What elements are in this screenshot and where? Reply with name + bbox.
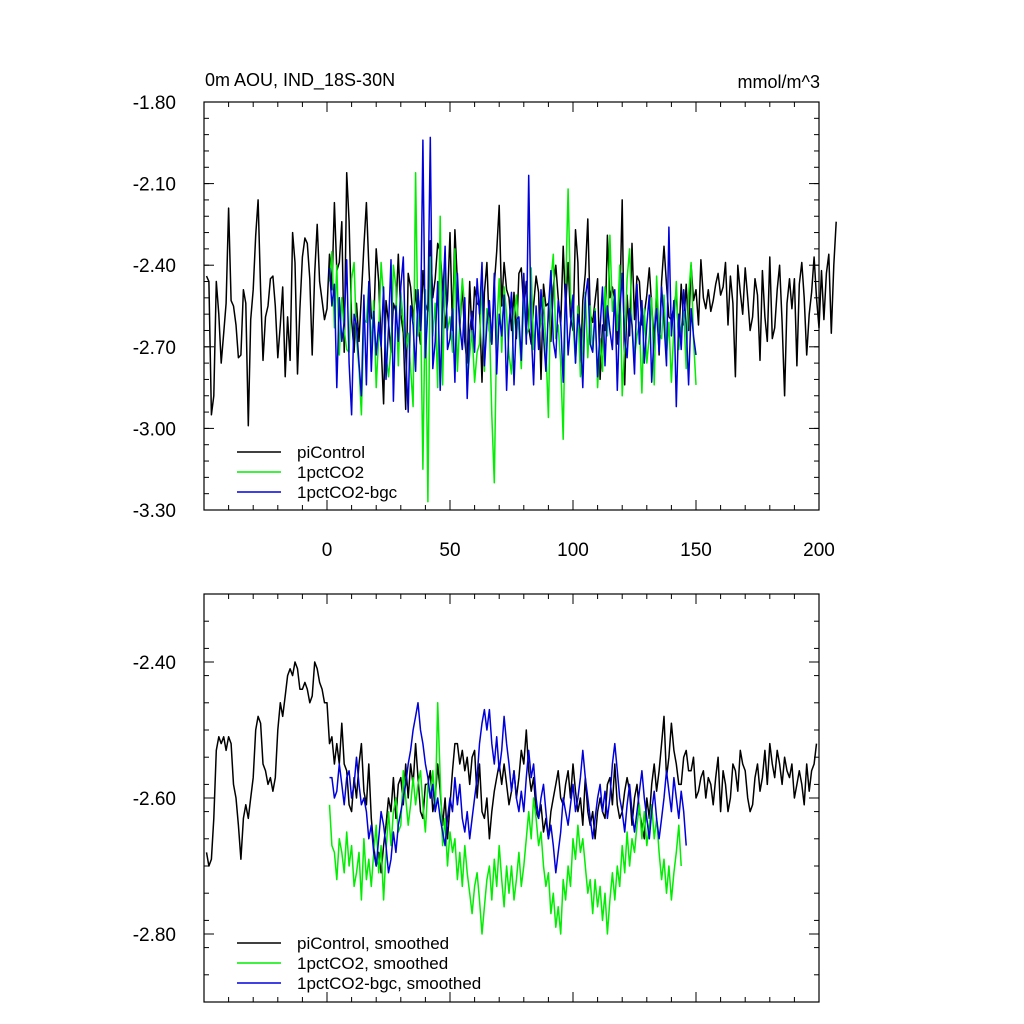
panel-title: 0m AOU, IND_18S-30N xyxy=(205,70,395,91)
bottom-legend-label-1: piControl, smoothed xyxy=(297,934,449,953)
top-y-tick-label: -1.80 xyxy=(133,93,176,114)
bottom-series-line-2 xyxy=(328,702,682,935)
bottom-ticks-group: -2.80 -2.60 -2.40 xyxy=(133,593,820,1003)
top-series-group xyxy=(205,136,837,503)
bottom-legend-label-3: 1pctCO2-bgc, smoothed xyxy=(297,974,481,993)
top-y-tick-label: -3.30 xyxy=(133,501,176,522)
units-label: mmol/m^3 xyxy=(738,72,820,92)
top-panel: 0m AOU, IND_18S-30N mmol/m^3 0 50 100 150 20… xyxy=(133,70,837,561)
top-legend-label-3: 1pctCO2-bgc xyxy=(297,483,398,502)
bottom-panel: -2.80-2.60-2.40 piControl, smoothed1pctC… xyxy=(133,593,820,1003)
bottom-y-tick-label: -2.60 xyxy=(133,789,176,810)
bottom-series-line-3 xyxy=(329,702,687,874)
bottom-y-tick-label: -2.80 xyxy=(133,925,176,946)
top-x-tick-label: 0 xyxy=(322,540,333,561)
top-series-line-1 xyxy=(205,171,837,427)
top-x-tick-label: 150 xyxy=(680,540,712,561)
top-legend-label-2: 1pctCO2 xyxy=(297,463,364,482)
bottom-series-group xyxy=(205,661,818,935)
top-y-tick-label: -2.10 xyxy=(133,175,176,196)
bottom-legend-label-2: 1pctCO2, smoothed xyxy=(297,954,448,973)
top-x-tick-label: 50 xyxy=(439,540,460,561)
top-series-line-3 xyxy=(328,136,697,416)
bottom-y-tick-label: -2.40 xyxy=(133,653,176,674)
top-y-tick-label: -2.70 xyxy=(133,338,176,359)
top-x-tick-label: 200 xyxy=(803,540,835,561)
top-y-tick-label: -2.40 xyxy=(133,256,176,277)
top-legend-label-1: piControl xyxy=(297,443,365,462)
top-ticks-group: 0 50 100 150 200 -3.30 -3.00 -2.70 -2.40 -2.10 -1.… xyxy=(133,93,835,561)
top-plot-frame xyxy=(203,101,820,511)
bottom-series-line-1 xyxy=(205,661,818,874)
top-y-tick-label: -3.00 xyxy=(133,419,176,440)
top-x-tick-label: 100 xyxy=(557,540,589,561)
